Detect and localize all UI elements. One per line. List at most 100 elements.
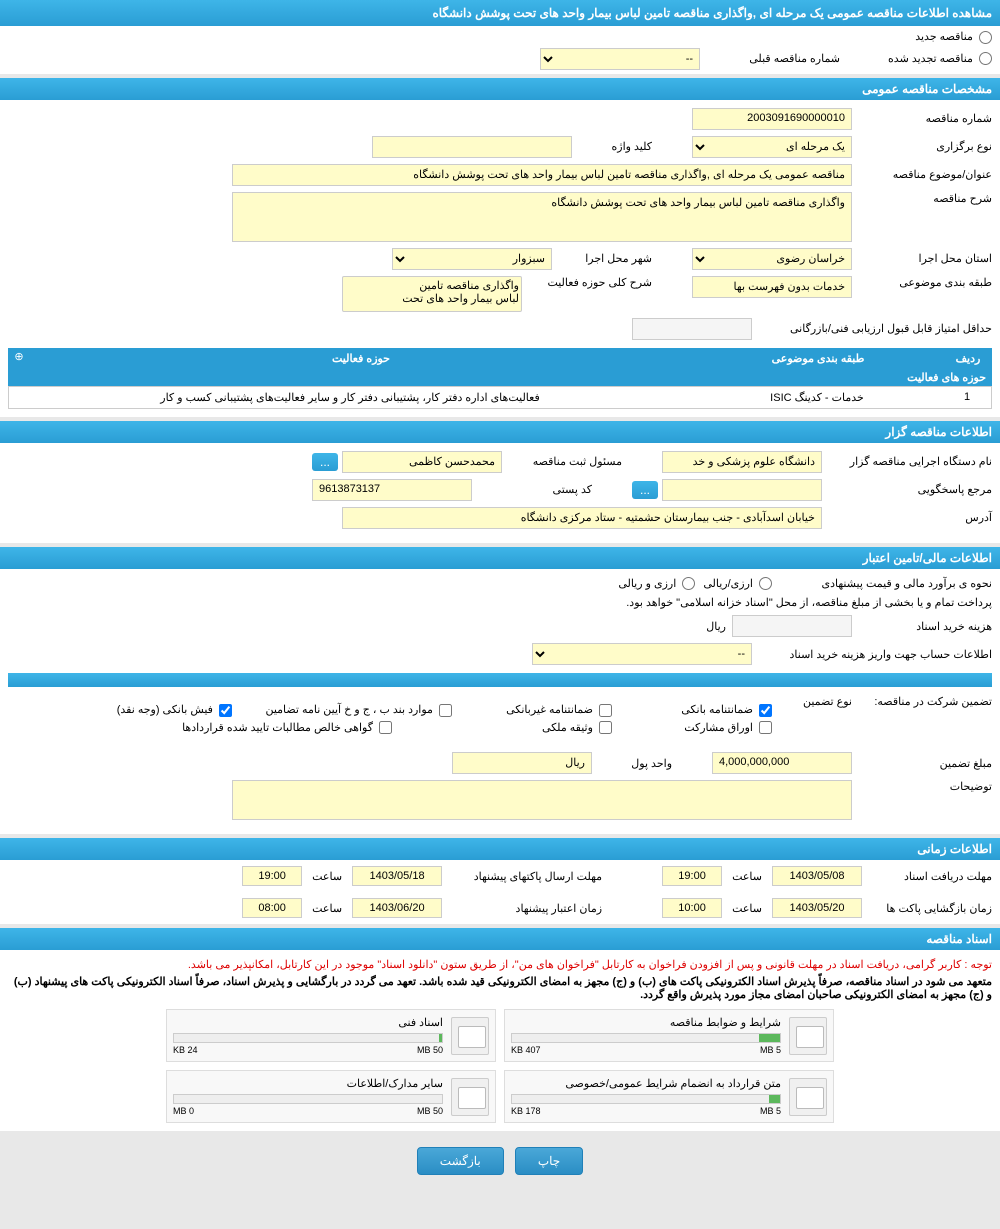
validity-time: 08:00	[242, 898, 302, 918]
account-select[interactable]: --	[532, 643, 752, 665]
currency-label: واحد پول	[592, 757, 672, 770]
doc-used: 0 MB	[173, 1106, 194, 1116]
section-general-body: شماره مناقصه 2003091690000010 نوع برگزار…	[0, 100, 1000, 417]
org-field: دانشگاه علوم پزشکی و خد	[662, 451, 822, 473]
table-expand-icon[interactable]: ⊕	[8, 348, 30, 369]
col-row-header: ردیف	[948, 352, 988, 365]
doc-title: اسناد فنی	[173, 1016, 443, 1029]
time-word-1: ساعت	[732, 870, 762, 883]
row-category: خدمات - کدینگ ISIC	[687, 391, 947, 404]
notice-black: متعهد می شود در اسناد مناقصه، صرفاً پذیر…	[8, 975, 992, 1001]
time-word-2: ساعت	[312, 870, 342, 883]
guarantee-amount-field: 4,000,000,000	[712, 752, 852, 774]
city-select[interactable]: سبزوار	[392, 248, 552, 270]
method-radio2[interactable]: ارزی و ریالی	[618, 577, 695, 591]
opening-date: 1403/05/20	[772, 898, 862, 918]
responder-more-button[interactable]: ...	[632, 481, 658, 499]
doc-size-bar	[173, 1033, 443, 1043]
doc-title: شرایط و ضوابط مناقصه	[511, 1016, 781, 1029]
doc-card[interactable]: شرایط و ضوابط مناقصه 5 MB 407 KB	[504, 1009, 834, 1062]
page-title: مشاهده اطلاعات مناقصه عمومی یک مرحله ای …	[0, 0, 1000, 26]
responder-label: مرجع پاسخگویی	[822, 483, 992, 496]
tender-number-label: شماره مناقصه	[852, 112, 992, 125]
doc-title: متن قرارداد به انضمام شرایط عمومی/خصوصی	[511, 1077, 781, 1090]
activity-summary-label: شرح کلی حوزه فعالیت	[522, 276, 652, 289]
chk-bank[interactable]: ضمانتنامه بانکی	[681, 704, 772, 716]
section-documents-body: توجه : کاربر گرامی، دریافت اسناد در مهلت…	[0, 950, 1000, 1131]
chk-nonbank[interactable]: ضمانتنامه غیربانکی	[506, 704, 612, 716]
section-financial-body: نحوه ی برآورد مالی و قیمت پیشنهادی ارزی/…	[0, 569, 1000, 835]
address-label: آدرس	[822, 511, 992, 524]
chk-participation[interactable]: اوراق مشارکت	[684, 722, 772, 734]
registrar-field: محمدحسن کاظمی	[342, 451, 502, 473]
print-button[interactable]: چاپ	[515, 1147, 583, 1175]
treasury-note: پرداخت تمام و یا بخشی از مبلغ مناقصه، از…	[626, 596, 992, 609]
holding-type-select[interactable]: یک مرحله ای	[692, 136, 852, 158]
activity-summary-select[interactable]: واگذاری مناقصه تامین لباس بیمار واحد های…	[342, 276, 522, 312]
participation-label: تضمین شرکت در مناقصه:	[852, 695, 992, 708]
desc-label: شرح مناقصه	[852, 192, 992, 205]
chk-cash[interactable]: فیش بانکی (وجه نقد)	[117, 704, 232, 716]
receive-deadline-label: مهلت دریافت اسناد	[862, 870, 992, 883]
doc-used: 178 KB	[511, 1106, 541, 1116]
doc-total: 50 MB	[417, 1106, 443, 1116]
category-label: طبقه بندی موضوعی	[852, 276, 992, 289]
validity-label: زمان اعتبار پیشنهاد	[442, 902, 602, 915]
doc-size-bar	[511, 1094, 781, 1104]
chk-receivables[interactable]: گواهی خالص مطالبات تایید شده قراردادها	[182, 722, 392, 734]
postal-field: 9613873137	[312, 479, 472, 501]
tender-number-field: 2003091690000010	[692, 108, 852, 130]
prev-tender-select[interactable]: --	[540, 48, 700, 70]
guarantee-notes-field	[232, 780, 852, 820]
doc-card[interactable]: سایر مدارک/اطلاعات 50 MB 0 MB	[166, 1070, 496, 1123]
doc-used: 407 KB	[511, 1045, 541, 1055]
tender-type-row: مناقصه جدید مناقصه تجدید شده شماره مناقص…	[0, 26, 1000, 74]
currency-field: ریال	[452, 752, 592, 774]
subject-field: مناقصه عمومی یک مرحله ای ,واگذاری مناقصه…	[232, 164, 852, 186]
guarantee-amount-label: مبلغ تضمین	[852, 757, 992, 770]
time-word-3: ساعت	[732, 902, 762, 915]
doc-cost-unit: ریال	[706, 620, 726, 633]
method-radio1[interactable]: ارزی/ریالی	[703, 577, 772, 591]
doc-used: 24 KB	[173, 1045, 198, 1055]
col-category-header: طبقه بندی موضوعی	[688, 352, 948, 365]
time-word-4: ساعت	[312, 902, 342, 915]
doc-size-bar	[511, 1033, 781, 1043]
folder-icon	[451, 1078, 489, 1116]
validity-date: 1403/06/20	[352, 898, 442, 918]
notice-red: توجه : کاربر گرامی، دریافت اسناد در مهلت…	[8, 958, 992, 971]
keyword-label: کلید واژه	[572, 140, 652, 153]
section-documents-header: اسناد مناقصه	[0, 928, 1000, 950]
section-general-header: مشخصات مناقصه عمومی	[0, 78, 1000, 100]
section-organizer-header: اطلاعات مناقصه گزار	[0, 421, 1000, 443]
guarantee-notes-label: توضیحات	[852, 780, 992, 793]
folder-icon	[789, 1078, 827, 1116]
doc-cost-label: هزینه خرید اسناد	[852, 620, 992, 633]
section-timing-header: اطلاعات زمانی	[0, 838, 1000, 860]
doc-card[interactable]: متن قرارداد به انضمام شرایط عمومی/خصوصی …	[504, 1070, 834, 1123]
chk-bonds[interactable]: موارد بند ب ، ج و خ آیین نامه تضامین	[265, 704, 452, 716]
col-activity-header: حوزه فعالیت	[34, 352, 688, 365]
row-activity: فعالیت‌های اداره دفتر کار، پشتیبانی دفتر…	[13, 391, 687, 404]
folder-icon	[789, 1017, 827, 1055]
radio-new-tender[interactable]: مناقصه جدید	[915, 30, 992, 44]
doc-title: سایر مدارک/اطلاعات	[173, 1077, 443, 1090]
province-select[interactable]: خراسان رضوی	[692, 248, 852, 270]
keyword-field[interactable]	[372, 136, 572, 158]
back-button[interactable]: بازگشت	[417, 1147, 504, 1175]
desc-field: واگذاری مناقصه تامین لباس بیمار واحد های…	[232, 192, 852, 242]
doc-card[interactable]: اسناد فنی 50 MB 24 KB	[166, 1009, 496, 1062]
row-num: 1	[947, 391, 987, 404]
chk-property[interactable]: وثیقه ملکی	[542, 722, 612, 734]
method-label: نحوه ی برآورد مالی و قیمت پیشنهادی	[772, 577, 992, 590]
opening-time: 10:00	[662, 898, 722, 918]
holding-type-label: نوع برگزاری	[852, 140, 992, 153]
table-row: 1 خدمات - کدینگ ISIC فعالیت‌های اداره دف…	[8, 386, 992, 409]
org-label: نام دستگاه اجرایی مناقصه گزار	[822, 455, 992, 468]
doc-total: 5 MB	[760, 1045, 781, 1055]
registrar-more-button[interactable]: ...	[312, 453, 338, 471]
send-deadline-time: 19:00	[242, 866, 302, 886]
radio-renewed-tender[interactable]: مناقصه تجدید شده	[888, 52, 992, 66]
doc-total: 50 MB	[417, 1045, 443, 1055]
section-organizer-body: نام دستگاه اجرایی مناقصه گزار دانشگاه عل…	[0, 443, 1000, 543]
